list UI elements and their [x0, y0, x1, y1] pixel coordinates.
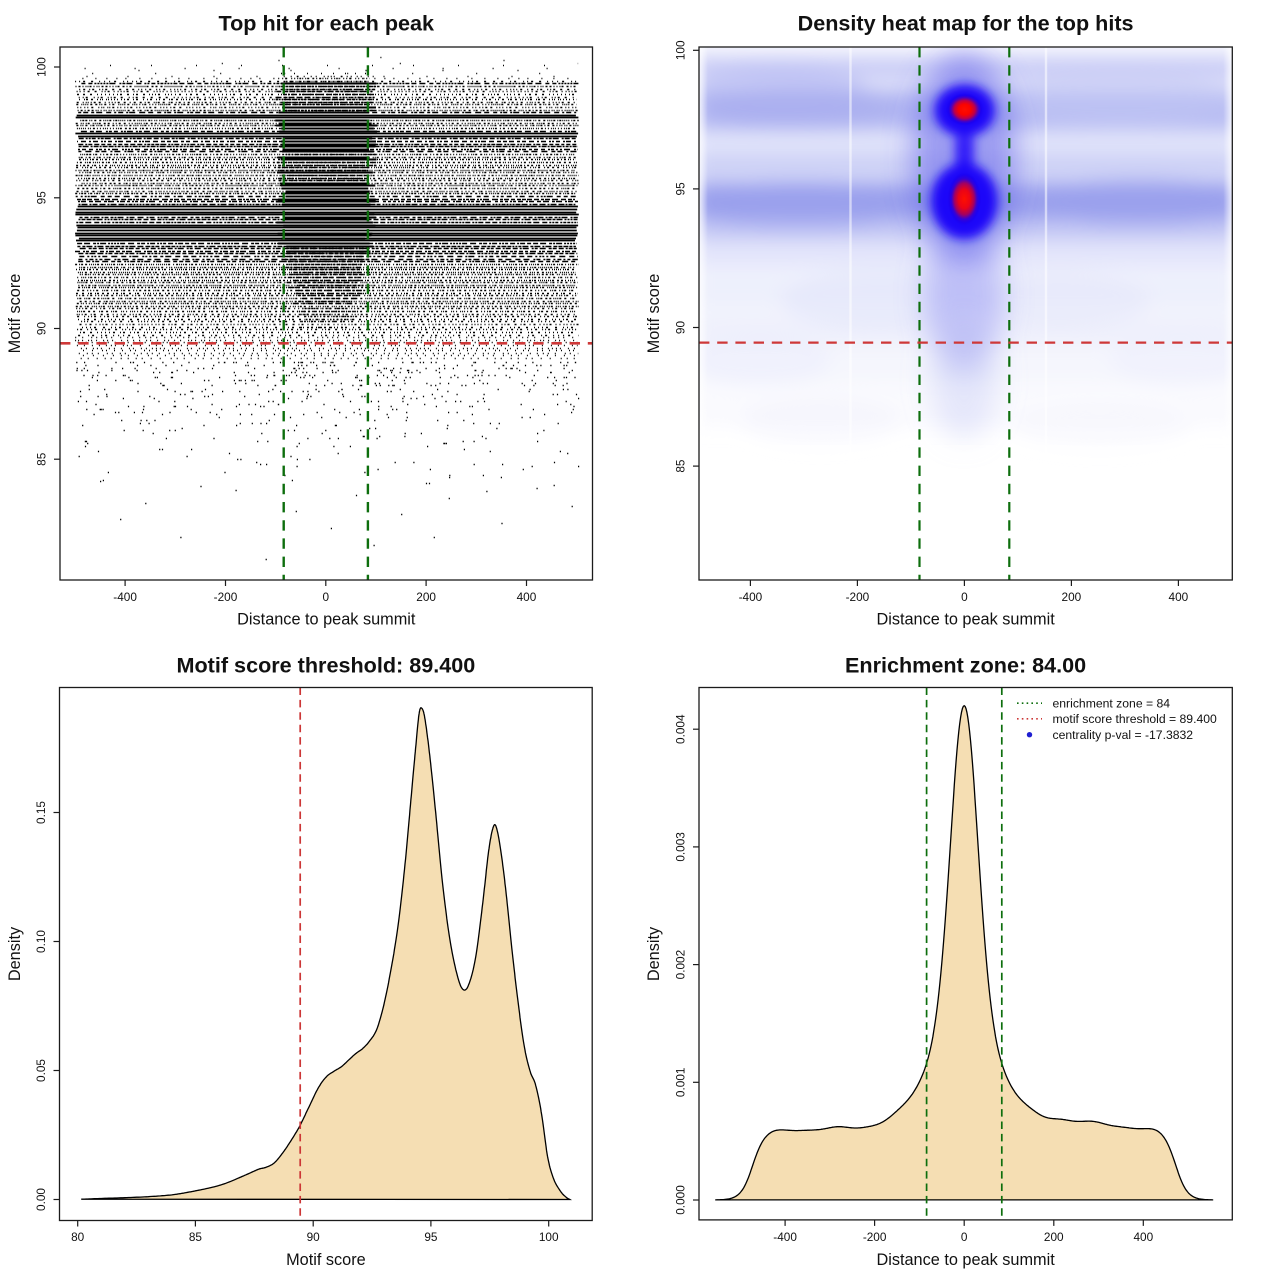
svg-text:200: 200 — [1062, 590, 1082, 604]
svg-text:0.001: 0.001 — [674, 1068, 688, 1098]
svg-text:Density: Density — [6, 926, 24, 981]
svg-text:0.00: 0.00 — [34, 1188, 48, 1211]
svg-text:0.002: 0.002 — [674, 950, 688, 980]
svg-text:90: 90 — [674, 321, 688, 335]
svg-text:200: 200 — [1044, 1230, 1064, 1244]
svg-text:0.003: 0.003 — [674, 832, 688, 862]
svg-text:-200: -200 — [863, 1230, 887, 1244]
svg-text:85: 85 — [674, 459, 688, 473]
svg-text:-400: -400 — [113, 590, 137, 604]
svg-text:200: 200 — [416, 590, 436, 604]
svg-text:95: 95 — [35, 191, 49, 205]
svg-text:85: 85 — [189, 1230, 203, 1244]
svg-text:400: 400 — [1133, 1230, 1153, 1244]
svg-text:-200: -200 — [846, 590, 870, 604]
svg-text:0.15: 0.15 — [34, 801, 48, 824]
svg-text:Motif score: Motif score — [645, 274, 663, 354]
svg-text:Distance to peak summit: Distance to peak summit — [876, 611, 1055, 629]
svg-text:-200: -200 — [214, 590, 238, 604]
svg-text:90: 90 — [35, 322, 49, 336]
svg-text:-400: -400 — [739, 590, 763, 604]
svg-text:Motif score: Motif score — [6, 274, 24, 354]
svg-text:0.05: 0.05 — [34, 1059, 48, 1082]
svg-text:Distance to peak summit: Distance to peak summit — [876, 1251, 1055, 1269]
svg-text:400: 400 — [1169, 590, 1189, 604]
svg-text:Top hit for each peak: Top hit for each peak — [219, 11, 436, 36]
svg-text:Density heat map for the top h: Density heat map for the top hits — [798, 11, 1134, 36]
svg-text:Distance to peak summit: Distance to peak summit — [237, 611, 416, 629]
svg-text:0.000: 0.000 — [674, 1185, 688, 1215]
svg-text:400: 400 — [517, 590, 537, 604]
svg-text:95: 95 — [424, 1230, 438, 1244]
svg-text:100: 100 — [539, 1230, 559, 1244]
svg-text:motif score threshold = 89.400: motif score threshold = 89.400 — [1053, 712, 1218, 726]
svg-text:0.10: 0.10 — [34, 930, 48, 953]
svg-text:85: 85 — [35, 452, 49, 466]
svg-text:Motif score threshold: 89.400: Motif score threshold: 89.400 — [177, 653, 476, 678]
svg-text:Motif score: Motif score — [286, 1251, 366, 1269]
svg-text:95: 95 — [674, 182, 688, 196]
svg-text:0: 0 — [323, 590, 330, 604]
svg-text:Enrichment zone: 84.00: Enrichment zone: 84.00 — [845, 653, 1086, 678]
svg-text:enrichment zone = 84: enrichment zone = 84 — [1053, 697, 1171, 711]
svg-text:0.004: 0.004 — [674, 714, 688, 744]
svg-text:90: 90 — [307, 1230, 321, 1244]
svg-text:centrality p-val = -17.3832: centrality p-val = -17.3832 — [1053, 728, 1194, 742]
svg-text:100: 100 — [35, 57, 49, 77]
svg-text:80: 80 — [71, 1230, 85, 1244]
svg-text:Density: Density — [645, 926, 663, 981]
svg-text:0: 0 — [961, 590, 968, 604]
svg-text:-400: -400 — [773, 1230, 797, 1244]
svg-text:0: 0 — [961, 1230, 968, 1244]
svg-text:100: 100 — [674, 40, 688, 60]
